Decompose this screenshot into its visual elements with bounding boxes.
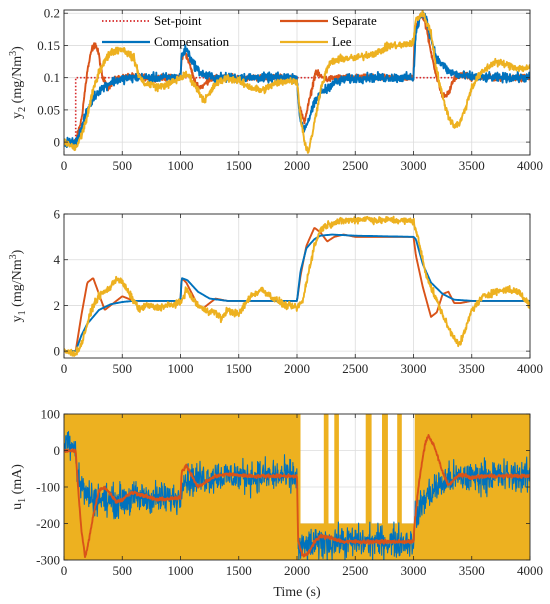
x-tick-label: 3500 bbox=[459, 563, 485, 578]
panel-y1: 0 500 1000 1500 2000 2500 3000 3500 4000 0 2 4 6 y1 (… bbox=[8, 207, 543, 377]
x-tick-label: 1000 bbox=[168, 361, 194, 376]
legend-item-set-point: Set-point bbox=[102, 13, 202, 28]
x-tick-label: 2500 bbox=[342, 563, 368, 578]
y-tick-label: -200 bbox=[36, 516, 60, 531]
x-tick-label: 3500 bbox=[459, 158, 485, 173]
y-tick-label: 6 bbox=[54, 207, 61, 222]
x-tick-label: 4000 bbox=[517, 361, 543, 376]
y-axis-label: y1 (mg/Nm3) bbox=[8, 249, 28, 322]
x-tick-label: 0 bbox=[61, 361, 68, 376]
y-axis-label: u1 (mA) bbox=[10, 464, 28, 510]
series-compensation bbox=[64, 233, 530, 353]
x-tick-label: 4000 bbox=[517, 158, 543, 173]
y-tick-label: 0.15 bbox=[37, 38, 60, 53]
x-tick-label: 0 bbox=[61, 563, 68, 578]
x-tick-label: 2000 bbox=[284, 158, 310, 173]
y-tick-label: 0.05 bbox=[37, 102, 60, 117]
legend-label: Compensation bbox=[154, 34, 230, 49]
x-tick-label: 2000 bbox=[284, 563, 310, 578]
series-separate bbox=[64, 433, 530, 559]
x-tick-label: 500 bbox=[113, 361, 133, 376]
series-lee bbox=[64, 215, 530, 357]
y-tick-label: 100 bbox=[41, 407, 61, 422]
x-tick-label: 3000 bbox=[401, 361, 427, 376]
x-tick-label: 3500 bbox=[459, 361, 485, 376]
x-axis-label: Time (s) bbox=[273, 585, 321, 600]
x-tick-label: 3000 bbox=[401, 563, 427, 578]
series-lee bbox=[64, 10, 530, 154]
legend-label: Lee bbox=[332, 34, 352, 49]
x-tick-label: 1500 bbox=[226, 361, 252, 376]
y-tick-label: 0 bbox=[54, 135, 61, 150]
x-tick-label: 1500 bbox=[226, 158, 252, 173]
legend-item-lee: Lee bbox=[280, 34, 352, 49]
x-tick-label: 500 bbox=[113, 158, 133, 173]
x-tick-label: 1500 bbox=[226, 563, 252, 578]
x-tick-label: 2000 bbox=[284, 361, 310, 376]
x-tick-label: 2500 bbox=[342, 361, 368, 376]
panel-y2: 0 500 1000 1500 2000 2500 3000 3500 4000 0 0.05 0.1… bbox=[8, 6, 543, 173]
panel-u1: 0 500 1000 1500 2000 2500 3000 3500 4000-300-200… bbox=[10, 407, 543, 579]
y-tick-label: 0 bbox=[54, 344, 61, 359]
x-tick-label: 4000 bbox=[517, 563, 543, 578]
y-tick-label: 4 bbox=[54, 252, 61, 267]
x-tick-label: 500 bbox=[113, 563, 133, 578]
legend: Set-point Separate Compensation Lee bbox=[102, 13, 377, 49]
y-tick-label: 0.2 bbox=[44, 6, 60, 21]
y-tick-label: -100 bbox=[36, 480, 60, 495]
y-tick-label: -300 bbox=[36, 553, 60, 568]
x-tick-label: 3000 bbox=[401, 158, 427, 173]
y-tick-label: 2 bbox=[54, 298, 61, 313]
x-tick-label: 0 bbox=[61, 158, 68, 173]
y-tick-label: 0 bbox=[54, 443, 61, 458]
legend-label: Separate bbox=[332, 13, 377, 28]
legend-label: Set-point bbox=[154, 13, 202, 28]
legend-item-compensation: Compensation bbox=[102, 34, 230, 49]
x-tick-label: 1000 bbox=[168, 158, 194, 173]
y-axis-label: y2 (mg/Nm3) bbox=[8, 46, 28, 119]
y-tick-label: 0.1 bbox=[44, 70, 60, 85]
x-tick-label: 2500 bbox=[342, 158, 368, 173]
legend-item-separate: Separate bbox=[280, 13, 377, 28]
x-tick-label: 1000 bbox=[168, 563, 194, 578]
